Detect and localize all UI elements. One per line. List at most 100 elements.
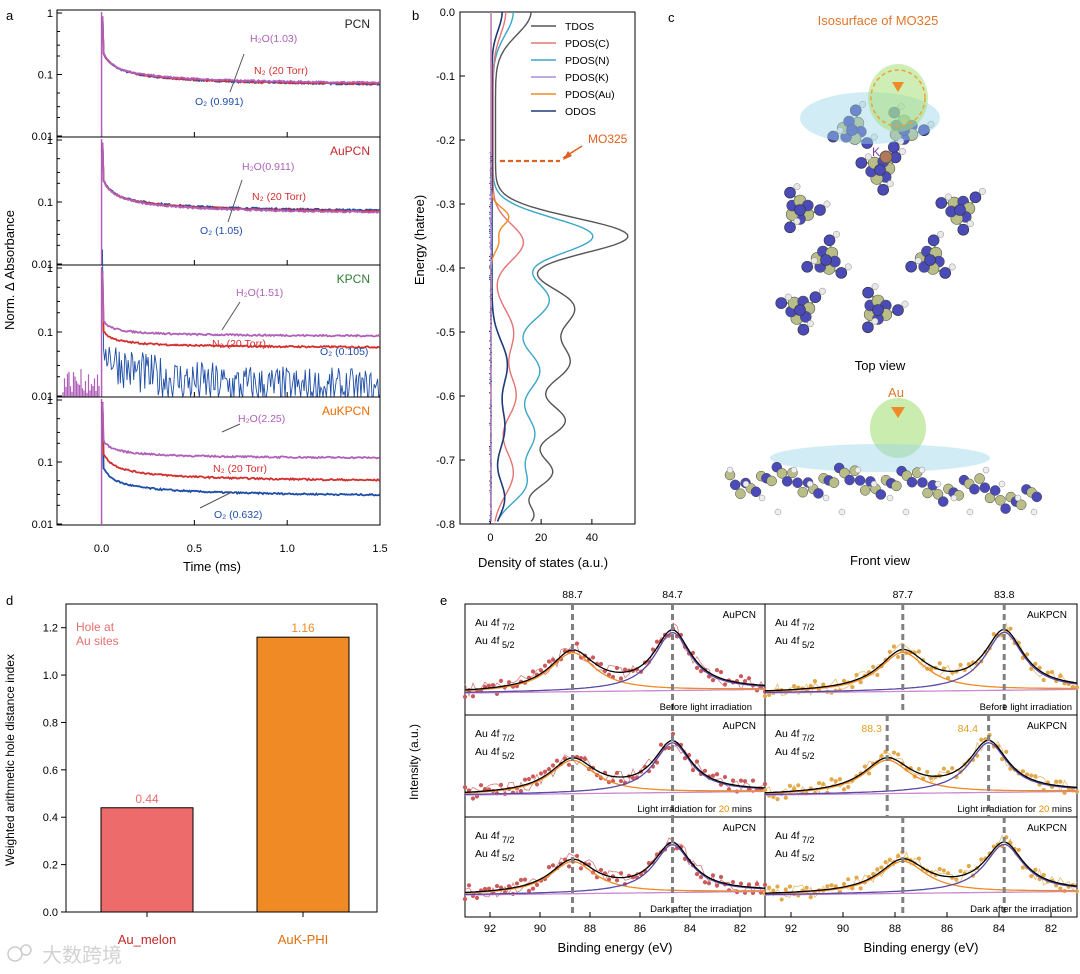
x-tick-label: 1.5: [372, 543, 387, 555]
xps-data-point: [614, 665, 620, 671]
xps-data-point: [522, 777, 528, 782]
decay-curve-h2o: [101, 402, 381, 460]
watermark: 大数跨境: [7, 944, 122, 967]
xps-data-point: [958, 868, 963, 874]
hydrogen-atom: [793, 183, 801, 191]
legend-label: ODOS: [565, 106, 596, 118]
xps-data-point: [742, 779, 748, 784]
hydrogen-atom: [726, 466, 734, 474]
au-4f-5-2-label: Au 4f 5/2: [475, 848, 515, 863]
carbon-atom: [974, 473, 985, 484]
nitrogen-atom: [823, 234, 836, 247]
subplot-title: AuPCN: [330, 144, 370, 158]
xps-data-point: [837, 777, 842, 782]
xps-data-point: [966, 662, 971, 667]
legend-label: TDOS: [565, 21, 594, 33]
xps-data-point: [925, 769, 930, 775]
xps-envelope: [464, 841, 766, 894]
nitrogen-atom: [849, 104, 862, 117]
bar-value-label: 1.16: [291, 621, 315, 635]
xps-data-point: [514, 881, 520, 886]
carbon-atom: [984, 492, 996, 504]
y-tick-label: 1: [47, 135, 53, 147]
xps-data-point: [694, 759, 700, 764]
carbon-atom: [735, 488, 746, 499]
peak-label-shifted: 84.4: [958, 723, 979, 735]
xps-data-point: [841, 678, 847, 683]
decay-curve-o2: [102, 249, 381, 399]
y-tick-label: 1: [47, 263, 53, 275]
nitrogen-atom: [939, 267, 952, 279]
y-tick-label: 0.4: [43, 812, 58, 824]
xps-data-point: [767, 885, 772, 890]
decay-curve-h2o: [101, 16, 381, 85]
peak-label: 84.7: [662, 589, 683, 601]
xps-data-point: [1004, 749, 1009, 754]
nitrogen-atom: [775, 297, 788, 309]
xps-data-point: [462, 785, 468, 790]
decay-curve-h2o: [101, 271, 381, 338]
xps-data-point: [779, 897, 784, 902]
xps-data-point: [1041, 872, 1046, 878]
nitrogen-atom: [875, 489, 887, 500]
tdos-curve: [494, 11, 629, 522]
xps-data-point: [979, 737, 984, 742]
xps-data-point: [775, 884, 780, 889]
carbon-atom: [1015, 499, 1027, 511]
xps-data-point: [534, 882, 540, 887]
xps-fit-au-4f-7-2: [465, 742, 766, 796]
xps-data-point: [1041, 677, 1046, 683]
xps-data-point: [710, 773, 716, 778]
xps-data-point: [767, 692, 772, 697]
mo325-label: MO325: [588, 132, 628, 146]
xps-data-point: [787, 884, 793, 889]
xps-data-point: [482, 886, 488, 892]
carbon-atom: [828, 477, 840, 488]
nitrogen-atom: [924, 254, 936, 266]
xps-data-point: [462, 897, 468, 902]
hydrogen-atom: [944, 193, 952, 201]
xps-data-point: [598, 661, 604, 667]
xps-data-point: [1049, 670, 1055, 675]
nitrogen-atom: [750, 486, 762, 498]
xps-data-point: [945, 770, 951, 775]
hydrogen-atom: [901, 300, 909, 308]
dos-xlabel: Density of states (a.u.): [478, 555, 608, 570]
nitrogen-atom: [888, 141, 900, 154]
xps-data-point: [506, 680, 512, 685]
nitrogen-atom: [861, 137, 873, 149]
xps-data-point: [474, 895, 480, 901]
x-tick-label: 86: [634, 923, 646, 935]
xps-envelope: [464, 739, 766, 794]
xps-ylabel: Intensity (a.u.): [407, 724, 421, 800]
hydrogen-atom: [774, 508, 782, 516]
nitrogen-atom: [820, 254, 832, 266]
xps-envelope: [764, 739, 1078, 794]
xps-data-point: [466, 883, 472, 888]
xps-data-point: [850, 685, 855, 690]
leader-line: [229, 53, 245, 93]
xps-fit-au-4f-5-2: [464, 860, 765, 894]
carbon-atom: [922, 487, 933, 499]
hydrogen-atom: [950, 494, 958, 502]
xps-background: [765, 890, 1077, 896]
hydrogen-atom: [870, 133, 878, 141]
odos-curve: [491, 11, 509, 522]
xps-data-point: [775, 797, 780, 802]
leader-line: [221, 301, 241, 331]
hydrogen-atom: [810, 257, 818, 265]
hydrogen-atom: [978, 187, 986, 195]
xps-data-point: [538, 668, 544, 673]
xps-data-point: [941, 868, 946, 873]
xps-data-point: [658, 742, 664, 747]
xps-data-point: [618, 778, 624, 784]
xps-frame: [464, 603, 1078, 918]
xps-data-point: [706, 881, 712, 886]
legend-label: PDOS(N): [565, 55, 609, 67]
y-tick-label: 0.01: [32, 519, 53, 531]
x-tick-label: 40: [586, 532, 598, 544]
carbon-atom: [859, 485, 871, 496]
xps-data-point: [846, 784, 851, 790]
xps-data-point: [530, 669, 536, 674]
xps-data-point: [771, 888, 776, 893]
